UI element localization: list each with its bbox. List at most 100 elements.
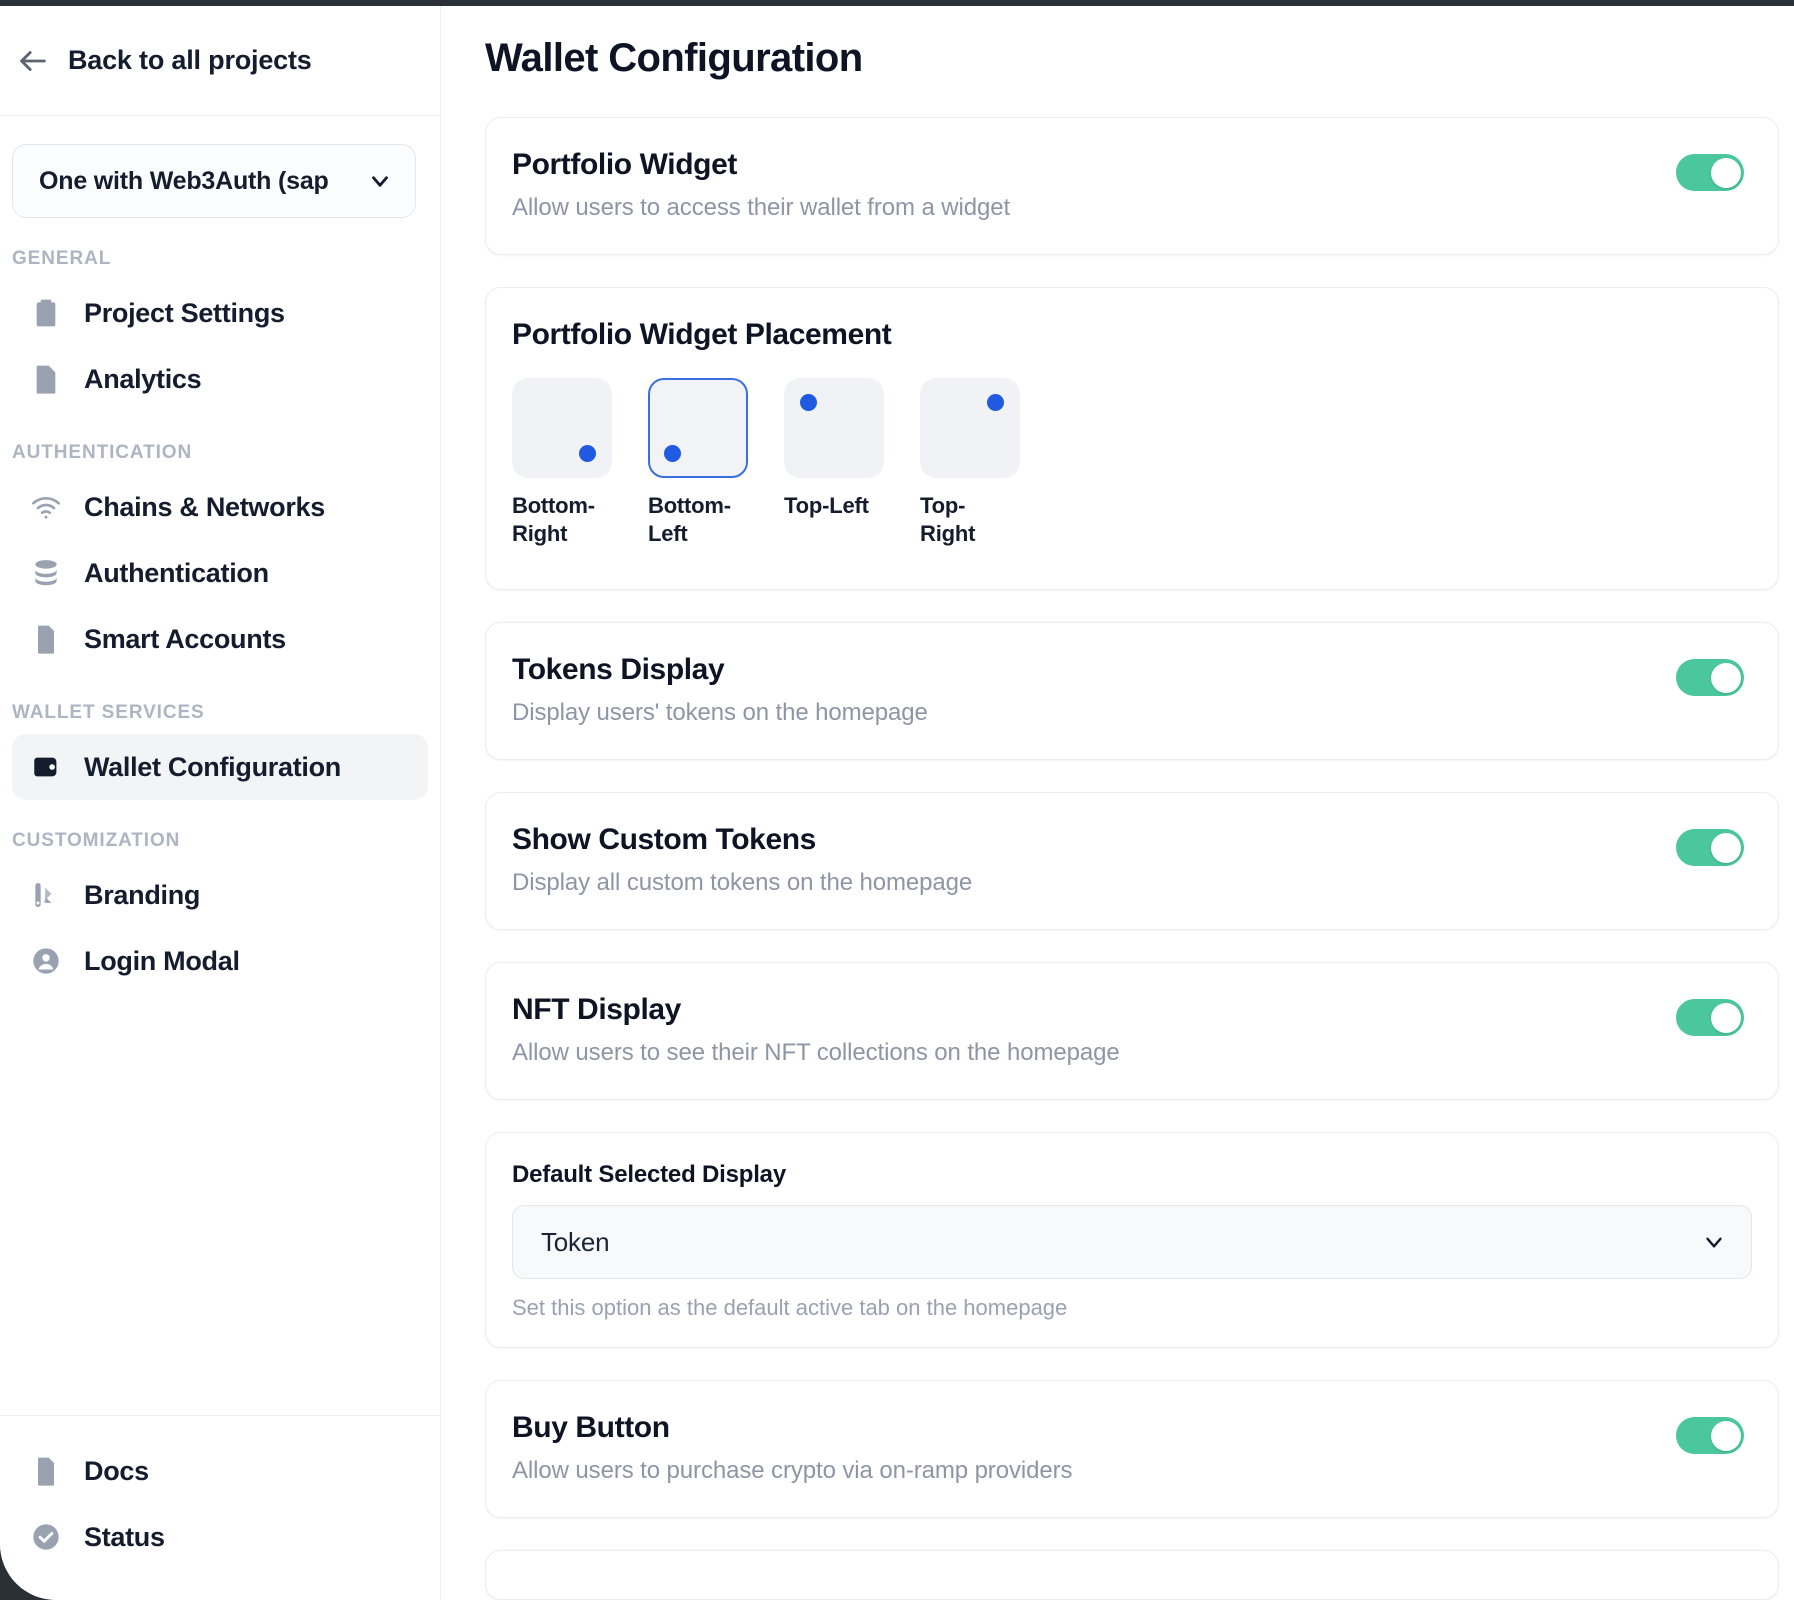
arrow-left-icon <box>20 50 46 71</box>
sidebar-item-project-settings[interactable]: Project Settings <box>12 280 428 346</box>
sidebar-item-label: Chains & Networks <box>84 491 325 522</box>
clipboard-icon <box>36 299 56 327</box>
card-subtitle: Display all custom tokens on the homepag… <box>512 869 973 896</box>
placement-preview <box>920 378 1020 478</box>
sidebar-item-label: Authentication <box>84 557 269 588</box>
card-body: Tokens Display Display users' tokens on … <box>512 653 1676 727</box>
placement-preview <box>648 378 748 478</box>
placement-option-bottom-left[interactable]: Bottom-Left <box>648 378 748 547</box>
card-title: Show Custom Tokens <box>512 823 816 856</box>
user-circle-icon <box>33 948 59 974</box>
database-icon <box>35 560 57 586</box>
sidebar-section-wallet-services: WALLET SERVICES <box>12 702 205 723</box>
project-selector-wrap: One with Web3Auth (sap <box>0 116 440 218</box>
document-icon <box>38 1457 54 1486</box>
sidebar-item-chains-networks[interactable]: Chains & Networks <box>12 474 428 540</box>
default-display-hint: Set this option as the default active ta… <box>512 1295 1068 1320</box>
default-display-select[interactable]: Token <box>512 1205 1752 1279</box>
card-portfolio-widget-placement: Portfolio Widget Placement Bottom-Right … <box>485 287 1779 590</box>
widget-dot-icon <box>987 394 1004 411</box>
widget-dot-icon <box>800 394 817 411</box>
widget-dot-icon <box>664 445 681 462</box>
card-subtitle: Allow users to access their wallet from … <box>512 194 1011 221</box>
sidebar-footer: Docs Status <box>0 1415 440 1600</box>
chevron-down-icon <box>372 176 388 187</box>
project-selector[interactable]: One with Web3Auth (sap <box>12 144 416 218</box>
sidebar-item-smart-accounts[interactable]: Smart Accounts <box>12 606 428 672</box>
card-next-partial <box>485 1550 1779 1600</box>
placement-option-top-right[interactable]: Top-Right <box>920 378 1020 547</box>
toggle-tokens-display[interactable] <box>1676 659 1744 696</box>
card-portfolio-widget: Portfolio Widget Allow users to access t… <box>485 117 1779 255</box>
placement-option-top-left[interactable]: Top-Left <box>784 378 884 547</box>
card-show-custom-tokens: Show Custom Tokens Display all custom to… <box>485 792 1779 930</box>
check-circle-icon <box>33 1524 59 1550</box>
chart-document-icon <box>36 365 56 394</box>
document-icon <box>38 625 54 654</box>
placement-option-label: Bottom-Right <box>512 493 595 546</box>
card-subtitle: Display users' tokens on the homepage <box>512 699 928 726</box>
card-subtitle: Allow users to purchase crypto via on-ra… <box>512 1457 1073 1484</box>
toggle-knob <box>1710 1002 1741 1033</box>
sidebar-nav: GENERAL Project Settings Analytics AUTHE… <box>0 218 440 1415</box>
placement-option-label: Top-Left <box>784 493 869 518</box>
toggle-buy-button[interactable] <box>1676 1417 1744 1454</box>
wifi-icon <box>32 496 60 519</box>
project-selector-value: One with Web3Auth (sap <box>39 166 329 195</box>
sidebar-item-label: Project Settings <box>84 297 285 328</box>
card-body: Buy Button Allow users to purchase crypt… <box>512 1411 1676 1485</box>
sidebar-item-label: Docs <box>84 1455 149 1486</box>
card-title: Buy Button <box>512 1411 670 1444</box>
sidebar-item-status[interactable]: Status <box>12 1504 428 1570</box>
placement-title: Portfolio Widget Placement <box>512 318 892 351</box>
card-title: NFT Display <box>512 993 681 1026</box>
card-buy-button: Buy Button Allow users to purchase crypt… <box>485 1380 1779 1518</box>
card-title: Tokens Display <box>512 653 725 686</box>
main-content: Wallet Configuration Portfolio Widget Al… <box>441 6 1794 1600</box>
settings-card-list: Portfolio Widget Allow users to access t… <box>441 81 1780 1600</box>
card-body: Portfolio Widget Allow users to access t… <box>512 148 1676 222</box>
chevron-down-icon <box>1706 1237 1722 1248</box>
sidebar-section-authentication: AUTHENTICATION <box>12 442 193 463</box>
placement-options: Bottom-Right Bottom-Left Top-Left Top-Ri… <box>512 378 1020 547</box>
toggle-show-custom-tokens[interactable] <box>1676 829 1744 866</box>
sidebar-item-label: Branding <box>84 879 201 910</box>
sidebar-item-login-modal[interactable]: Login Modal <box>12 928 428 994</box>
palette-icon <box>35 883 52 907</box>
card-subtitle: Allow users to see their NFT collections… <box>512 1039 1120 1066</box>
placement-option-label: Top-Right <box>920 493 976 546</box>
back-to-all-projects-button[interactable]: Back to all projects <box>0 6 440 116</box>
placement-preview <box>512 378 612 478</box>
card-title: Portfolio Widget <box>512 148 737 181</box>
toggle-knob <box>1710 157 1741 188</box>
toggle-portfolio-widget[interactable] <box>1676 154 1744 191</box>
sidebar-item-authentication[interactable]: Authentication <box>12 540 428 606</box>
toggle-knob <box>1710 832 1741 863</box>
placement-preview <box>784 378 884 478</box>
sidebar-item-label: Login Modal <box>84 945 240 976</box>
placement-option-bottom-right[interactable]: Bottom-Right <box>512 378 612 547</box>
card-tokens-display: Tokens Display Display users' tokens on … <box>485 622 1779 760</box>
back-to-all-projects-label: Back to all projects <box>68 45 312 75</box>
sidebar-item-analytics[interactable]: Analytics <box>12 346 428 412</box>
widget-dot-icon <box>579 445 596 462</box>
sidebar-item-label: Wallet Configuration <box>84 751 341 782</box>
sidebar-item-label: Status <box>84 1521 165 1552</box>
page-title: Wallet Configuration <box>485 36 863 80</box>
toggle-nft-display[interactable] <box>1676 999 1744 1036</box>
default-display-value: Token <box>541 1226 610 1257</box>
card-body: Show Custom Tokens Display all custom to… <box>512 823 1676 897</box>
sidebar-item-branding[interactable]: Branding <box>12 862 428 928</box>
sidebar-item-wallet-configuration[interactable]: Wallet Configuration <box>12 734 428 800</box>
wallet-icon <box>34 757 57 777</box>
sidebar-item-label: Analytics <box>84 363 202 394</box>
toggle-knob <box>1710 1420 1741 1451</box>
sidebar: Back to all projects One with Web3Auth (… <box>0 6 441 1600</box>
card-default-selected-display: Default Selected Display Token Set this … <box>485 1132 1779 1348</box>
card-nft-display: NFT Display Allow users to see their NFT… <box>485 962 1779 1100</box>
sidebar-item-docs[interactable]: Docs <box>12 1438 428 1504</box>
app-window: Back to all projects One with Web3Auth (… <box>0 6 1794 1600</box>
sidebar-section-customization: CUSTOMIZATION <box>12 830 181 851</box>
toggle-knob <box>1710 662 1741 693</box>
placement-option-label: Bottom-Left <box>648 493 731 546</box>
